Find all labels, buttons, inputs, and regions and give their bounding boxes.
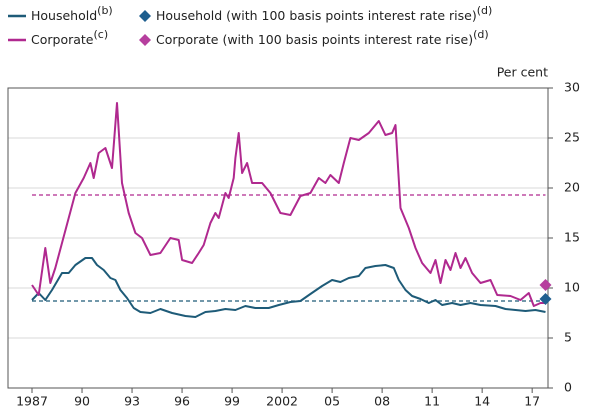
legend-name: Household	[31, 8, 97, 23]
legend-swatch	[139, 34, 151, 46]
legend-note: (b)	[97, 4, 113, 17]
series-point	[539, 279, 552, 291]
x-tick-label: 05	[324, 394, 340, 407]
y-tick-label: 20	[564, 180, 580, 195]
x-tick-label: 99	[224, 394, 240, 407]
legend-label: Corporate(c)	[31, 28, 108, 47]
legend-note: (d)	[473, 28, 489, 41]
x-tick-label: 1987	[16, 394, 48, 407]
x-tick-label: 17	[524, 394, 540, 407]
legend-name: Corporate	[31, 32, 94, 47]
x-tick-label: 90	[74, 394, 90, 407]
x-tick-label: 93	[124, 394, 140, 407]
x-tick-label: 11	[424, 394, 440, 407]
series-line	[31, 102, 546, 307]
legend-label: Household (with 100 basis points interes…	[156, 4, 492, 23]
y-tick-label: 30	[564, 80, 580, 95]
legend-label: Corporate (with 100 basis points interes…	[156, 28, 489, 47]
legend-swatch	[139, 10, 151, 22]
legend-name: Corporate (with 100 basis points interes…	[156, 32, 473, 47]
y-tick-label: 15	[564, 230, 580, 245]
x-tick-label: 2002	[266, 394, 298, 407]
x-tick-label: 96	[174, 394, 190, 407]
legend-note: (d)	[477, 4, 493, 17]
y-tick-label: 25	[564, 130, 580, 145]
legend-name: Household (with 100 basis points interes…	[156, 8, 477, 23]
y-tick-label: 5	[564, 330, 572, 345]
series-line	[31, 257, 546, 318]
y-tick-label: 0	[564, 380, 572, 395]
y-tick-label: 10	[564, 280, 580, 295]
y-axis-label: Per cent	[497, 65, 548, 80]
legend-note: (c)	[94, 28, 109, 41]
x-tick-label: 08	[374, 394, 390, 407]
series-point	[539, 293, 552, 305]
x-tick-label: 14	[474, 394, 490, 407]
plot-frame	[7, 87, 549, 389]
legend-label: Household(b)	[31, 4, 113, 23]
